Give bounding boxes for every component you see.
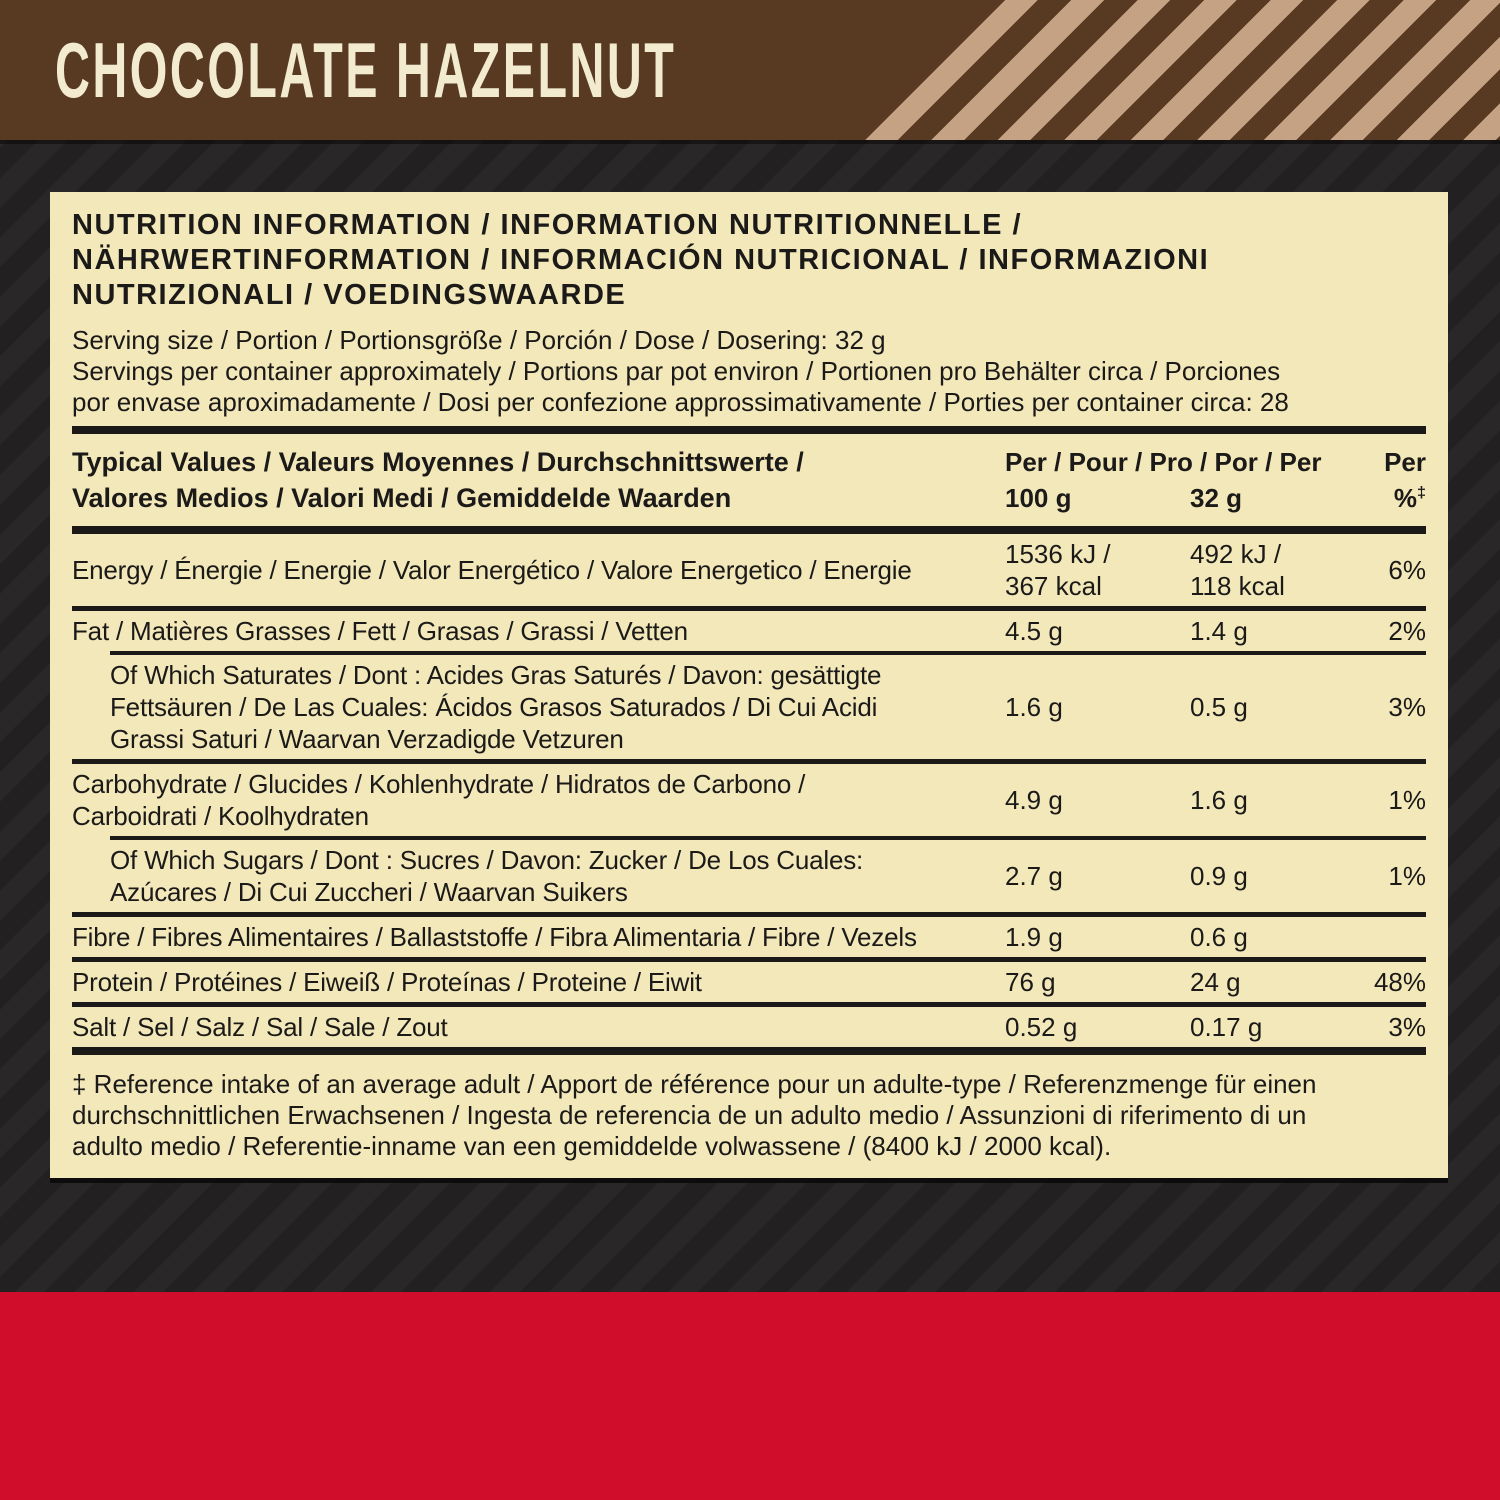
value-percent-ri: 1% bbox=[1388, 785, 1426, 815]
typical-values-header: Typical Values / Valeurs Moyennes / Durc… bbox=[72, 447, 804, 513]
value-per-32g: 1.6 g bbox=[1190, 785, 1248, 815]
divider-top bbox=[72, 426, 1426, 434]
divider bbox=[72, 912, 1426, 917]
flavor-title: CHOCOLATE HAZELNUT bbox=[55, 25, 677, 114]
value-per-32g: 0.6 g bbox=[1190, 922, 1248, 952]
divider bbox=[72, 957, 1426, 962]
per-header-prefix: Per / Pour / Pro / Por / Per bbox=[1005, 447, 1322, 477]
value-per-100g: 76 g bbox=[1005, 967, 1056, 997]
value-per-32g: 0.17 g bbox=[1190, 1012, 1263, 1042]
divider-bottom bbox=[72, 1047, 1426, 1055]
value-per-32g: 492 kJ / 118 kcal bbox=[1190, 539, 1285, 601]
per-header-last: Per bbox=[1384, 447, 1426, 477]
value-per-32g: 24 g bbox=[1190, 967, 1241, 997]
nutrient-row-salt: Salt / Sel / Salz / Sal / Sale / Zout 0.… bbox=[72, 1007, 1426, 1047]
value-per-100g: 1.6 g bbox=[1005, 692, 1063, 722]
value-per-100g: 1.9 g bbox=[1005, 922, 1063, 952]
value-per-100g: 4.9 g bbox=[1005, 785, 1063, 815]
nutrient-label: Salt / Sel / Salz / Sal / Sale / Zout bbox=[72, 1012, 448, 1042]
value-per-100g: 0.52 g bbox=[1005, 1012, 1078, 1042]
value-per-32g: 0.5 g bbox=[1190, 692, 1248, 722]
col-100g-header: 100 g bbox=[1005, 483, 1072, 513]
nutrient-label: Energy / Énergie / Energie / Valor Energ… bbox=[72, 555, 912, 585]
divider bbox=[72, 759, 1426, 764]
nutrient-row-fat: Fat / Matières Grasses / Fett / Grasas /… bbox=[72, 611, 1426, 651]
nutrient-label: Protein / Protéines / Eiweiß / Proteínas… bbox=[72, 967, 702, 997]
value-percent-ri: 3% bbox=[1388, 1012, 1426, 1042]
value-percent-ri: 3% bbox=[1388, 692, 1426, 722]
nutrition-panel: NUTRITION INFORMATION / INFORMATION NUTR… bbox=[50, 192, 1448, 1178]
nutrient-label: Carbohydrate / Glucides / Kohlenhydrate … bbox=[72, 769, 806, 831]
per-header-units: 100 g 32 g %‡ bbox=[1005, 480, 1426, 516]
value-percent-ri: 2% bbox=[1388, 616, 1426, 646]
divider-indented bbox=[110, 836, 1426, 840]
double-dagger-mark: ‡ bbox=[1417, 483, 1426, 502]
table-header-row: Typical Values / Valeurs Moyennes / Durc… bbox=[72, 434, 1426, 526]
col-percent-header: %‡ bbox=[1340, 480, 1426, 516]
nutrient-row-protein: Protein / Protéines / Eiweiß / Proteínas… bbox=[72, 962, 1426, 1002]
reference-intake-footnote: ‡ Reference intake of an average adult /… bbox=[72, 1069, 1317, 1161]
value-per-32g: 1.4 g bbox=[1190, 616, 1248, 646]
nutrient-row-energy: Energy / Énergie / Energie / Valor Energ… bbox=[72, 534, 1426, 606]
value-per-100g: 2.7 g bbox=[1005, 861, 1063, 891]
flavor-header-bar: CHOCOLATE HAZELNUT bbox=[0, 0, 1500, 140]
red-footer-bar bbox=[0, 1292, 1500, 1500]
divider bbox=[72, 606, 1426, 611]
nutrient-label: Of Which Saturates / Dont : Acides Gras … bbox=[110, 660, 882, 754]
divider-header bbox=[72, 526, 1426, 534]
serving-size-line: Serving size / Portion / Portionsgröße /… bbox=[72, 325, 886, 355]
servings-per-container-line: Servings per container approximately / P… bbox=[72, 356, 1289, 417]
nutrient-label: Fibre / Fibres Alimentaires / Ballaststo… bbox=[72, 922, 917, 952]
value-per-100g: 1536 kJ / 367 kcal bbox=[1005, 539, 1111, 601]
value-percent-ri: 48% bbox=[1373, 967, 1426, 997]
nutrient-row-sugars: Of Which Sugars / Dont : Sucres / Davon:… bbox=[72, 840, 1426, 912]
panel-title: NUTRITION INFORMATION / INFORMATION NUTR… bbox=[72, 209, 1210, 311]
nutrient-row-fibre: Fibre / Fibres Alimentaires / Ballaststo… bbox=[72, 917, 1426, 957]
per-columns-header: Per / Pour / Pro / Por / Per Per 100 g 3… bbox=[1005, 444, 1426, 516]
divider-indented bbox=[110, 651, 1426, 655]
percent-sign: % bbox=[1393, 483, 1418, 513]
per-header-line: Per / Pour / Pro / Por / Per Per bbox=[1005, 444, 1426, 480]
nutrient-row-carbohydrate: Carbohydrate / Glucides / Kohlenhydrate … bbox=[72, 764, 1426, 836]
value-per-100g: 4.5 g bbox=[1005, 616, 1063, 646]
nutrient-label: Fat / Matières Grasses / Fett / Grasas /… bbox=[72, 616, 688, 646]
col-32g-header: 32 g bbox=[1190, 483, 1243, 513]
nutrient-label: Of Which Sugars / Dont : Sucres / Davon:… bbox=[110, 845, 864, 907]
divider bbox=[72, 1002, 1426, 1007]
value-percent-ri: 1% bbox=[1388, 861, 1426, 891]
diagonal-stripes-decoration bbox=[865, 0, 1500, 140]
value-per-32g: 0.9 g bbox=[1190, 861, 1248, 891]
nutrient-row-saturates: Of Which Saturates / Dont : Acides Gras … bbox=[72, 655, 1426, 759]
value-percent-ri: 6% bbox=[1388, 555, 1426, 585]
